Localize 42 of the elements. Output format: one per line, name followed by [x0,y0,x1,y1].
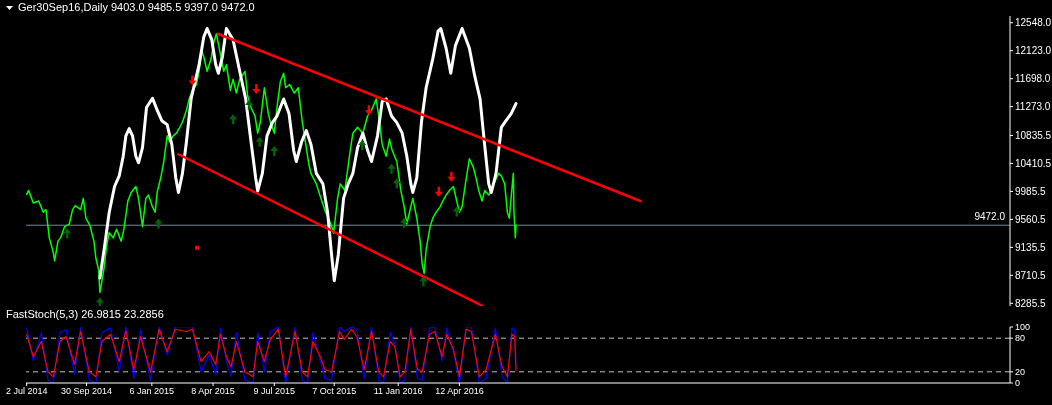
chart-title: FastStoch(5,3) 26.9815 23.2856 [6,307,164,321]
point [419,276,428,287]
x-tick-label: 6 Jan 2015 [129,386,175,397]
x-tick-label: 2 Jul 2014 [5,386,48,397]
x-tick-label: 8 Apr 2015 [191,386,235,397]
y-tick-label: 80 [1015,333,1026,344]
y-tick-label: 8710.5 [1015,269,1047,281]
point [154,218,163,229]
point [400,217,409,228]
y-tick-label: 9985.5 [1015,185,1047,197]
point [387,163,396,174]
x-tick-label: 30 Sep 2014 [61,386,113,397]
y-tick-label: 9135.5 [1015,241,1047,253]
point [358,140,367,151]
y-tick-label: 20 [1015,366,1026,377]
point [252,84,261,95]
x-tick-label: 9 Jul 2015 [253,386,296,397]
line-series [98,27,518,283]
y-tick-label: 12548.0 [1015,17,1052,29]
y-tick-label: 12123.0 [1015,45,1052,57]
y-tick-label: 8285.5 [1015,297,1047,309]
point [195,245,200,250]
ref-line-label: 9472.0 [974,211,1006,223]
point [447,171,456,182]
point [188,75,197,86]
y-tick-label: 11273.0 [1015,101,1051,113]
y-tick-label: 11698.0 [1015,73,1051,85]
point [452,206,461,217]
x-tick-label: 7 Oct 2015 [312,386,357,397]
y-tick-label: 9560.5 [1015,213,1047,225]
point [245,99,254,110]
point [270,145,279,156]
chart-title: Ger30Sep16,Daily 9403.0 9485.5 9397.0 9472.0 [18,0,255,15]
x-tick-label: 11 Jan 2016 [373,386,423,397]
point [255,136,264,147]
point [364,105,373,116]
y-tick-label: 0 [1015,378,1021,389]
x-tick-label: 12 Apr 2016 [435,386,484,397]
y-tick-label: 10835.5 [1015,129,1052,141]
line-series [26,33,517,294]
y-tick-label: 100 [1015,322,1031,333]
y-tick-label: 10410.5 [1015,157,1052,169]
